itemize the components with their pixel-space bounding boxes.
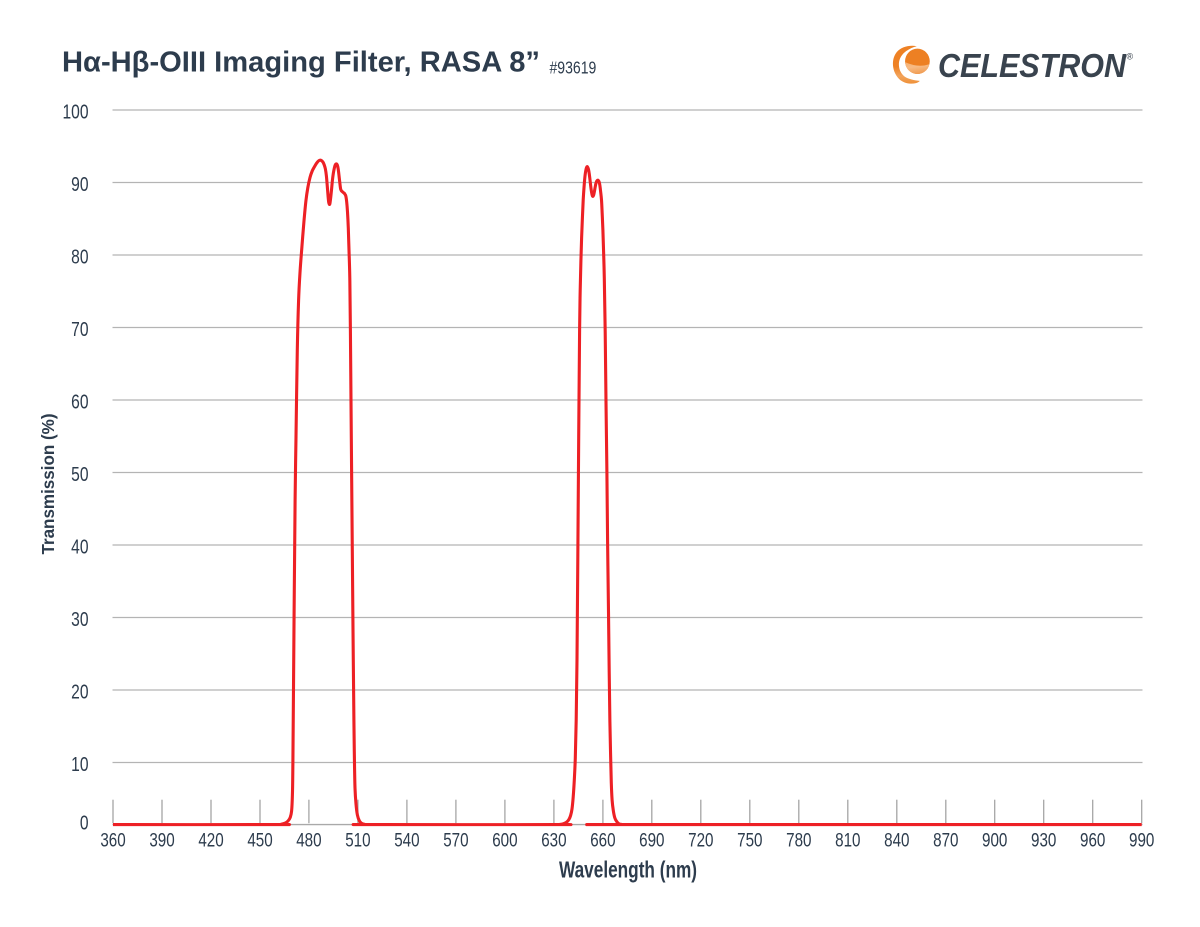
svg-text:40: 40 bbox=[71, 535, 88, 557]
svg-text:90: 90 bbox=[71, 173, 88, 195]
svg-text:630: 630 bbox=[541, 829, 566, 851]
svg-text:70: 70 bbox=[71, 318, 88, 340]
svg-text:80: 80 bbox=[71, 245, 88, 267]
svg-text:510: 510 bbox=[345, 829, 370, 851]
svg-text:690: 690 bbox=[639, 829, 664, 851]
svg-text:10: 10 bbox=[71, 753, 88, 775]
svg-text:720: 720 bbox=[688, 829, 713, 851]
svg-text:CELESTRON: CELESTRON bbox=[938, 47, 1127, 84]
svg-text:660: 660 bbox=[590, 829, 615, 851]
svg-text:420: 420 bbox=[198, 829, 223, 851]
svg-text:840: 840 bbox=[884, 829, 909, 851]
svg-text:750: 750 bbox=[737, 829, 762, 851]
svg-text:Wavelength (nm): Wavelength (nm) bbox=[559, 857, 697, 883]
svg-text:600: 600 bbox=[492, 829, 517, 851]
svg-text:30: 30 bbox=[71, 608, 88, 630]
svg-text:960: 960 bbox=[1080, 829, 1105, 851]
svg-text:60: 60 bbox=[71, 390, 88, 412]
svg-text:480: 480 bbox=[296, 829, 321, 851]
svg-text:780: 780 bbox=[786, 829, 811, 851]
svg-text:Hα-Hβ-OIII Imaging Filter, RAS: Hα-Hβ-OIII Imaging Filter, RASA 8” bbox=[62, 47, 540, 79]
svg-text:540: 540 bbox=[394, 829, 419, 851]
svg-text:®: ® bbox=[1127, 52, 1134, 62]
svg-text:990: 990 bbox=[1129, 829, 1154, 851]
svg-text:450: 450 bbox=[247, 829, 272, 851]
svg-text:900: 900 bbox=[982, 829, 1007, 851]
svg-text:930: 930 bbox=[1031, 829, 1056, 851]
svg-text:390: 390 bbox=[149, 829, 174, 851]
svg-text:100: 100 bbox=[62, 100, 88, 122]
svg-text:50: 50 bbox=[71, 463, 88, 485]
svg-text:#93619: #93619 bbox=[549, 58, 596, 78]
svg-text:570: 570 bbox=[443, 829, 468, 851]
svg-text:20: 20 bbox=[71, 680, 88, 702]
svg-text:Transmission (%): Transmission (%) bbox=[38, 414, 58, 555]
svg-text:870: 870 bbox=[933, 829, 958, 851]
svg-text:0: 0 bbox=[80, 812, 89, 834]
svg-text:810: 810 bbox=[835, 829, 860, 851]
svg-text:360: 360 bbox=[100, 829, 125, 851]
